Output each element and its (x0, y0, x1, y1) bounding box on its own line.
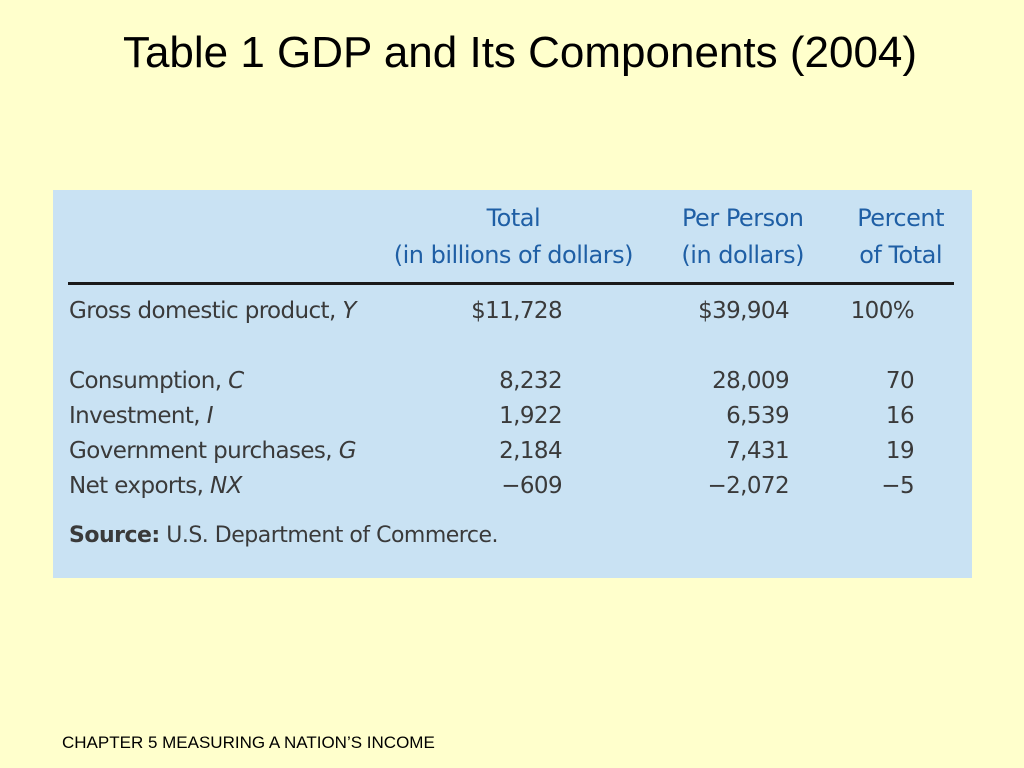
column-header-percent: Percent of Total (857, 200, 944, 274)
column-header-per-person-line1: Per Person (681, 204, 804, 232)
row-label-variable: NX (210, 473, 242, 499)
row-label: Gross domestic product, Y (69, 298, 356, 324)
source-note: Source: U.S. Department of Commerce. (69, 523, 499, 548)
cell-per-person: $39,904 (698, 298, 790, 324)
row-label-variable: Y (342, 298, 356, 324)
cell-percent: 19 (885, 438, 915, 464)
cell-total: 2,184 (499, 438, 562, 464)
column-header-percent-line2: of Total (859, 241, 942, 269)
table-row-gdp: Gross domestic product, Y $11,728 $39,90… (53, 298, 972, 333)
row-label-variable: C (228, 368, 244, 394)
row-label-text: Investment, (69, 403, 207, 429)
cell-percent: −5 (881, 473, 914, 499)
source-text: U.S. Department of Commerce. (159, 523, 498, 548)
cell-percent: 100% (850, 298, 915, 324)
cell-total: 1,922 (499, 403, 562, 429)
source-label: Source: (69, 523, 160, 548)
slide-title: Table 1 GDP and Its Components (2004) (122, 28, 918, 77)
column-header-percent-line1: Percent (857, 204, 944, 232)
header-divider (68, 282, 954, 285)
row-label: Net exports, NX (69, 473, 242, 499)
slide-footer: CHAPTER 5 MEASURING A NATION’S INCOME (62, 733, 435, 752)
column-header-per-person-line2: (in dollars) (681, 241, 804, 269)
row-label-text: Consumption, (69, 368, 229, 394)
cell-total: $11,728 (471, 298, 563, 324)
cell-per-person: −2,072 (707, 473, 789, 499)
row-label-variable: I (206, 403, 214, 429)
row-label: Government purchases, G (69, 438, 357, 464)
cell-per-person: 6,539 (726, 403, 789, 429)
row-label-variable: G (338, 438, 357, 464)
table-row-consumption: Consumption, C 8,232 28,009 70 (53, 368, 972, 403)
column-header-total-line1: Total (486, 204, 541, 232)
row-label-text: Net exports, (69, 473, 210, 499)
column-header-total-line2: (in billions of dollars) (393, 241, 634, 269)
row-label-text: Gross domestic product, (69, 298, 343, 324)
row-label: Consumption, C (69, 368, 244, 394)
cell-per-person: 7,431 (726, 438, 789, 464)
cell-total: 8,232 (499, 368, 562, 394)
table-row-government: Government purchases, G 2,184 7,431 19 (53, 438, 972, 473)
column-header-total: Total (in billions of dollars) (393, 200, 634, 274)
cell-percent: 70 (885, 368, 915, 394)
table-row-investment: Investment, I 1,922 6,539 16 (53, 403, 972, 438)
cell-total: −609 (501, 473, 562, 499)
cell-percent: 16 (885, 403, 915, 429)
row-label: Investment, I (69, 403, 214, 429)
table-row-net-exports: Net exports, NX −609 −2,072 −5 (53, 473, 972, 508)
cell-per-person: 28,009 (712, 368, 789, 394)
gdp-table: Total (in billions of dollars) Per Perso… (53, 190, 972, 578)
row-label-text: Government purchases, (69, 438, 339, 464)
column-header-per-person: Per Person (in dollars) (681, 200, 804, 274)
